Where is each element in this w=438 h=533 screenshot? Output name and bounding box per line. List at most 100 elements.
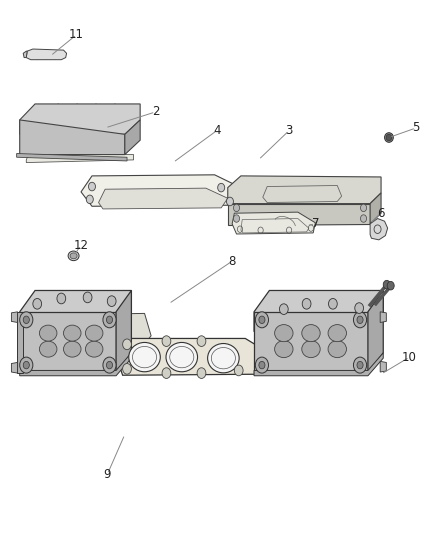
Ellipse shape [302, 341, 320, 358]
Ellipse shape [208, 343, 239, 373]
Ellipse shape [106, 316, 113, 324]
Polygon shape [11, 312, 18, 322]
Ellipse shape [197, 368, 206, 378]
Ellipse shape [20, 357, 33, 373]
Ellipse shape [123, 364, 131, 374]
Ellipse shape [106, 361, 113, 369]
Ellipse shape [255, 357, 268, 373]
Polygon shape [20, 353, 131, 376]
Ellipse shape [233, 204, 240, 212]
Polygon shape [11, 362, 18, 373]
Ellipse shape [23, 361, 29, 369]
Polygon shape [20, 312, 116, 373]
Ellipse shape [88, 182, 95, 191]
Ellipse shape [70, 253, 77, 259]
Polygon shape [254, 353, 383, 376]
Text: 8: 8 [229, 255, 236, 268]
Ellipse shape [275, 341, 293, 358]
Polygon shape [74, 313, 151, 345]
Ellipse shape [386, 134, 392, 141]
Polygon shape [17, 312, 23, 373]
Ellipse shape [385, 133, 393, 142]
Polygon shape [368, 290, 383, 373]
Polygon shape [81, 175, 241, 206]
Text: 10: 10 [402, 351, 417, 364]
Ellipse shape [85, 341, 103, 357]
Ellipse shape [279, 304, 288, 314]
Ellipse shape [302, 298, 311, 309]
Polygon shape [380, 312, 386, 322]
Text: 6: 6 [377, 207, 385, 220]
Ellipse shape [275, 325, 293, 342]
Ellipse shape [64, 341, 81, 357]
Polygon shape [99, 188, 228, 209]
Ellipse shape [83, 292, 92, 303]
Ellipse shape [256, 358, 265, 369]
Ellipse shape [33, 298, 42, 309]
Polygon shape [26, 155, 134, 163]
Polygon shape [26, 49, 67, 60]
Ellipse shape [197, 336, 206, 346]
Ellipse shape [218, 183, 225, 192]
Polygon shape [228, 176, 381, 204]
Ellipse shape [387, 281, 394, 290]
Polygon shape [23, 51, 27, 58]
Polygon shape [116, 338, 272, 375]
Polygon shape [20, 120, 125, 155]
Text: 4: 4 [213, 124, 221, 137]
Polygon shape [232, 212, 315, 234]
Text: 7: 7 [311, 217, 319, 230]
Text: 2: 2 [152, 106, 159, 118]
Ellipse shape [302, 325, 320, 342]
Polygon shape [254, 290, 383, 332]
Ellipse shape [64, 325, 81, 341]
Ellipse shape [234, 365, 243, 376]
Text: 12: 12 [74, 239, 88, 252]
Ellipse shape [68, 251, 79, 261]
Ellipse shape [162, 368, 171, 378]
Polygon shape [116, 290, 131, 373]
Ellipse shape [166, 342, 198, 372]
Ellipse shape [23, 316, 29, 324]
Polygon shape [20, 290, 131, 332]
Ellipse shape [39, 341, 57, 357]
Polygon shape [380, 361, 386, 372]
Text: 9: 9 [103, 468, 111, 481]
Ellipse shape [226, 197, 233, 206]
Ellipse shape [357, 316, 363, 324]
Ellipse shape [328, 298, 337, 309]
Text: 11: 11 [69, 28, 84, 41]
Ellipse shape [129, 342, 160, 372]
Ellipse shape [162, 336, 171, 346]
Ellipse shape [233, 215, 240, 222]
Ellipse shape [353, 312, 367, 328]
Text: 5: 5 [413, 122, 420, 134]
Polygon shape [254, 312, 368, 373]
Ellipse shape [360, 204, 367, 212]
Polygon shape [17, 154, 127, 161]
Polygon shape [125, 120, 140, 155]
Ellipse shape [259, 361, 265, 369]
Polygon shape [20, 104, 140, 134]
Text: 3: 3 [286, 124, 293, 137]
Ellipse shape [20, 312, 33, 328]
Ellipse shape [328, 325, 346, 342]
Ellipse shape [103, 312, 116, 328]
Ellipse shape [360, 215, 367, 222]
Ellipse shape [86, 195, 93, 204]
Ellipse shape [357, 361, 363, 369]
Ellipse shape [107, 296, 116, 306]
Ellipse shape [328, 341, 346, 358]
Ellipse shape [353, 357, 367, 373]
Ellipse shape [57, 293, 66, 304]
Ellipse shape [383, 280, 390, 289]
Ellipse shape [85, 325, 103, 341]
Ellipse shape [355, 303, 364, 313]
Polygon shape [370, 219, 388, 240]
Polygon shape [370, 193, 381, 224]
Ellipse shape [103, 357, 116, 373]
Ellipse shape [255, 312, 268, 328]
Ellipse shape [123, 339, 131, 350]
Ellipse shape [259, 316, 265, 324]
Polygon shape [228, 204, 370, 225]
